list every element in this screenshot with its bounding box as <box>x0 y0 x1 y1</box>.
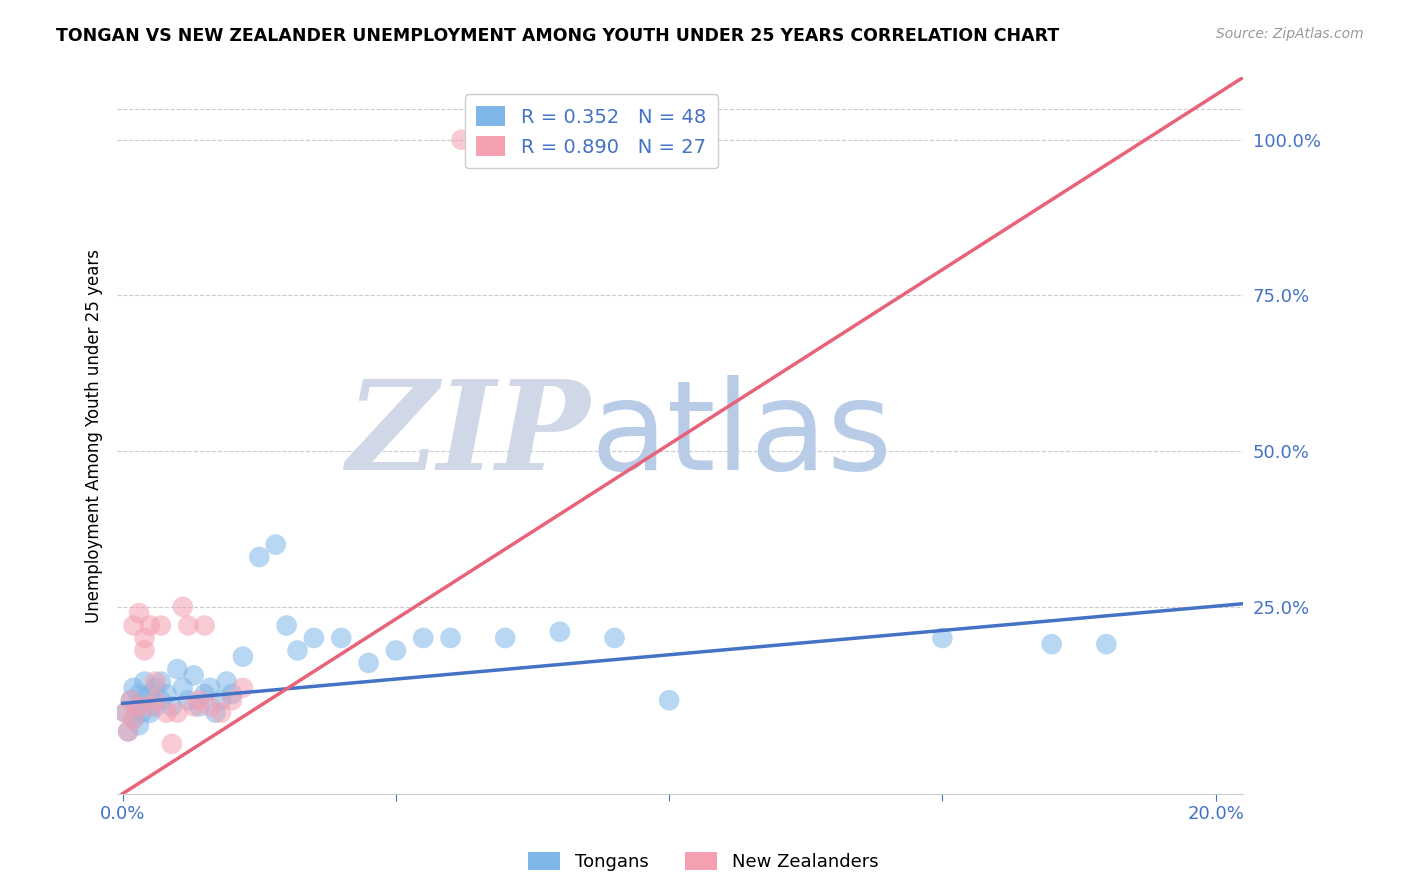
Point <box>264 537 287 551</box>
Point <box>188 693 211 707</box>
Point <box>131 706 153 720</box>
Point <box>160 699 183 714</box>
Point <box>149 693 172 707</box>
Point <box>494 631 516 645</box>
Point <box>183 699 205 714</box>
Point <box>412 631 434 645</box>
Point <box>172 599 194 614</box>
Text: atlas: atlas <box>591 375 893 496</box>
Point <box>1040 637 1063 651</box>
Point <box>232 649 254 664</box>
Point <box>931 631 953 645</box>
Point <box>302 631 325 645</box>
Legend: R = 0.352   N = 48, R = 0.890   N = 27: R = 0.352 N = 48, R = 0.890 N = 27 <box>464 95 718 169</box>
Point <box>125 699 148 714</box>
Point <box>603 631 626 645</box>
Point <box>139 699 162 714</box>
Point <box>128 606 150 620</box>
Point <box>194 618 217 632</box>
Point <box>128 699 150 714</box>
Point <box>209 693 232 707</box>
Point <box>128 687 150 701</box>
Point <box>117 724 139 739</box>
Text: Source: ZipAtlas.com: Source: ZipAtlas.com <box>1216 27 1364 41</box>
Point <box>134 631 156 645</box>
Point <box>166 662 188 676</box>
Legend: Tongans, New Zealanders: Tongans, New Zealanders <box>520 845 886 879</box>
Point <box>177 693 200 707</box>
Point <box>221 687 243 701</box>
Point <box>198 681 221 695</box>
Point <box>658 693 681 707</box>
Point <box>247 549 270 564</box>
Point <box>357 656 380 670</box>
Point <box>155 706 177 720</box>
Point <box>1095 637 1118 651</box>
Point <box>122 712 145 726</box>
Point <box>120 693 142 707</box>
Point <box>166 706 188 720</box>
Point <box>134 643 156 657</box>
Point <box>149 618 172 632</box>
Point <box>194 687 217 701</box>
Point <box>188 699 211 714</box>
Point <box>149 674 172 689</box>
Point <box>330 631 353 645</box>
Point <box>276 618 298 632</box>
Point <box>145 674 167 689</box>
Point <box>114 706 136 720</box>
Point <box>122 681 145 695</box>
Point <box>221 693 243 707</box>
Point <box>155 687 177 701</box>
Point <box>385 643 408 657</box>
Point <box>287 643 309 657</box>
Text: TONGAN VS NEW ZEALANDER UNEMPLOYMENT AMONG YOUTH UNDER 25 YEARS CORRELATION CHAR: TONGAN VS NEW ZEALANDER UNEMPLOYMENT AMO… <box>56 27 1060 45</box>
Point <box>139 618 162 632</box>
Point <box>128 718 150 732</box>
Point <box>209 706 232 720</box>
Point <box>139 706 162 720</box>
Point <box>114 706 136 720</box>
Point <box>120 693 142 707</box>
Point <box>204 706 226 720</box>
Point <box>450 133 472 147</box>
Point <box>145 693 167 707</box>
Point <box>160 737 183 751</box>
Point <box>134 693 156 707</box>
Point <box>215 674 238 689</box>
Point <box>145 681 167 695</box>
Point <box>122 618 145 632</box>
Point <box>122 712 145 726</box>
Point <box>177 618 200 632</box>
Point <box>439 631 461 645</box>
Y-axis label: Unemployment Among Youth under 25 years: Unemployment Among Youth under 25 years <box>86 249 103 623</box>
Point <box>134 674 156 689</box>
Point <box>548 624 571 639</box>
Point <box>183 668 205 682</box>
Point <box>172 681 194 695</box>
Text: ZIP: ZIP <box>346 375 591 496</box>
Point <box>139 687 162 701</box>
Point <box>117 724 139 739</box>
Point <box>232 681 254 695</box>
Point <box>145 699 167 714</box>
Point <box>198 699 221 714</box>
